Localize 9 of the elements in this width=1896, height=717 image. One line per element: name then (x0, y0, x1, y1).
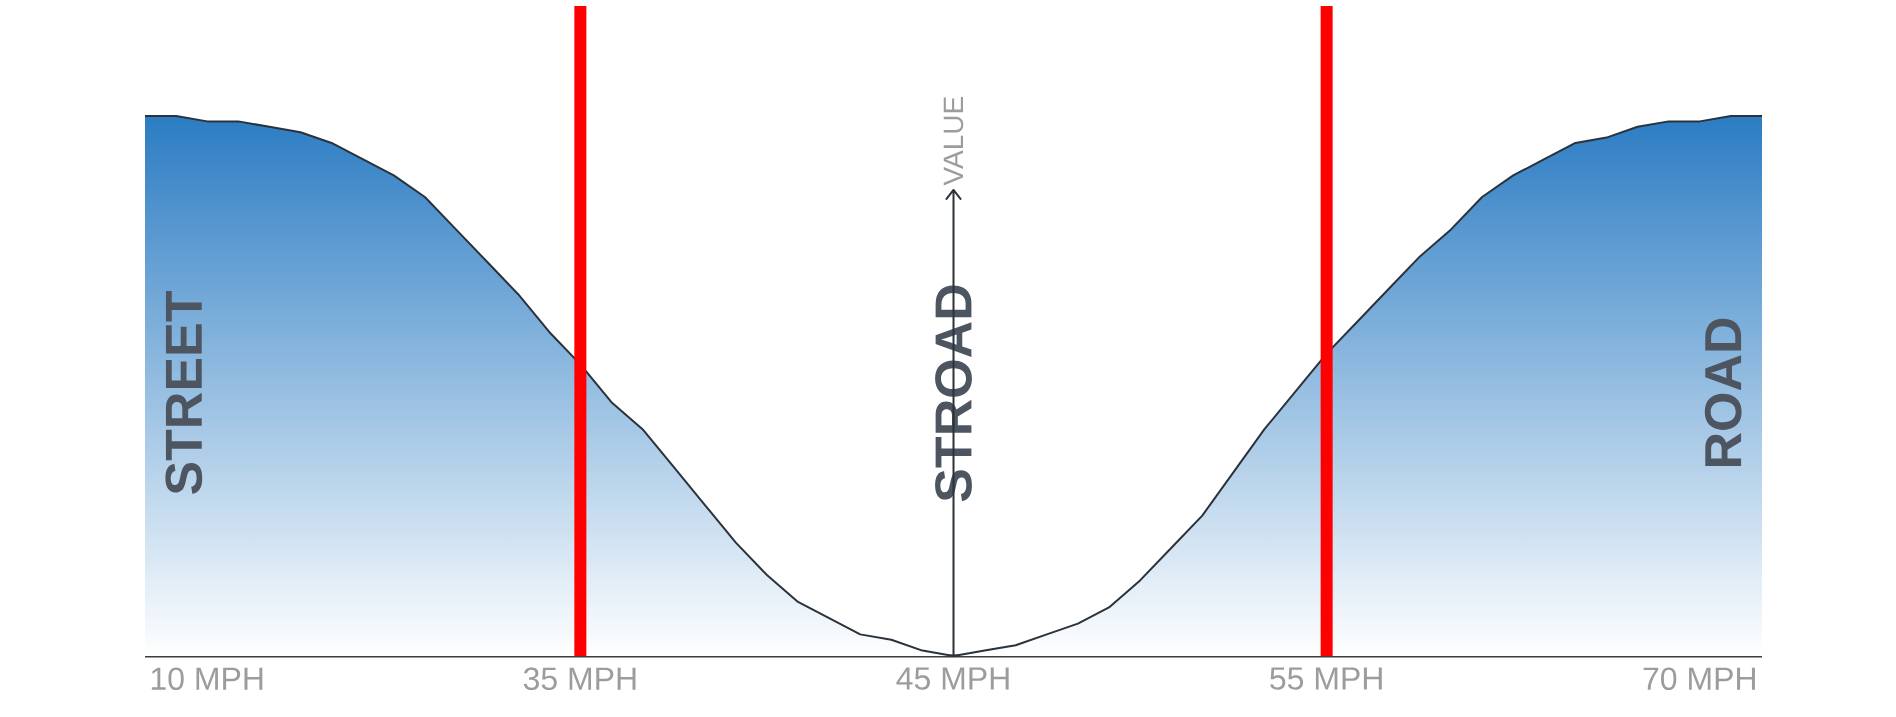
annotation: ROAD (1704, 318, 1742, 467)
x-tick-label: 70 MPH (1643, 667, 1755, 691)
annotation: STROAD (935, 285, 972, 502)
x-tick-label: 45 MPH (896, 667, 1009, 690)
x-tick-label: 55 MPH (1270, 667, 1382, 690)
x-tick-label: 35 MPH (523, 667, 636, 691)
x-tick-label: 10 MPH (151, 667, 263, 691)
y-axis-title: VALUE (943, 97, 964, 186)
annotation: STREET (165, 291, 203, 495)
